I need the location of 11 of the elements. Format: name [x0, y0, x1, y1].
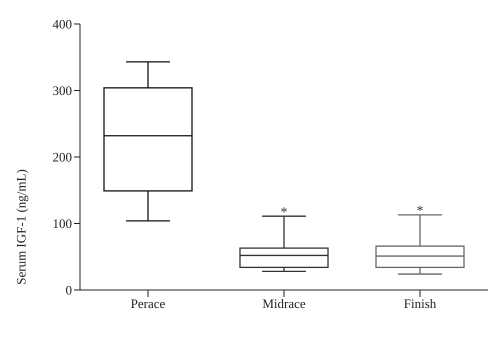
y-tick-label: 100	[52, 216, 72, 232]
annotation: *	[416, 204, 424, 220]
x-tick-label: Finish	[404, 296, 437, 312]
y-tick-label: 300	[52, 83, 72, 98]
y-axis-title: Serum IGF-1 (ng/mL)	[14, 169, 29, 285]
annotation: *	[280, 206, 288, 220]
x-tick-label: Perace	[130, 296, 166, 312]
y-tick-label: 0	[66, 282, 72, 298]
x-tick-label: Midrace	[262, 296, 306, 312]
y-tick-label: 200	[52, 150, 72, 165]
y-tick-label: 400	[52, 16, 72, 32]
